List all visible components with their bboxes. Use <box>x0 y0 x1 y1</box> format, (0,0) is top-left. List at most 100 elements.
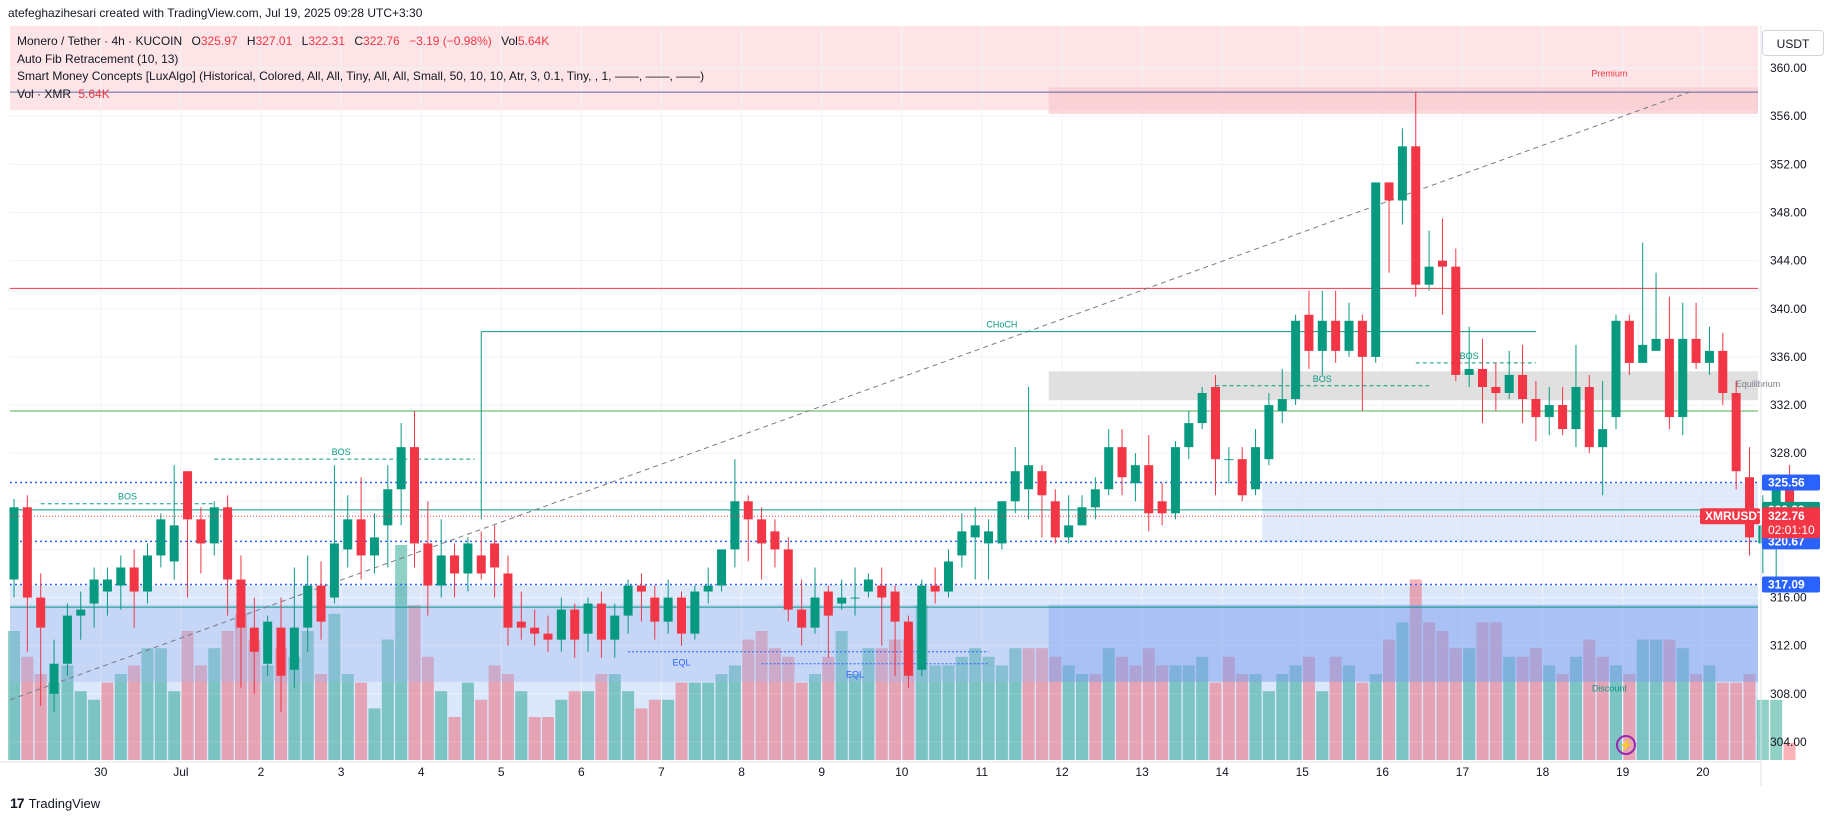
volume-bar <box>461 682 474 760</box>
volume-bar <box>702 682 715 760</box>
indicator-fib[interactable]: Auto Fib Retracement (10, 13) <box>17 51 179 66</box>
structure-label-1: BOS <box>332 447 351 457</box>
candle-body <box>530 627 540 634</box>
price-tick-label: 312.00 <box>1770 639 1807 653</box>
volume-bar <box>862 648 875 760</box>
time-tick-label: Jul <box>173 765 188 779</box>
candle-body <box>1104 447 1114 490</box>
candle-body <box>570 609 580 640</box>
zone-label-discount: Discount <box>1592 683 1628 693</box>
candle-body <box>650 597 660 622</box>
volume-bar <box>8 631 20 760</box>
candle-body <box>797 609 807 628</box>
price-tick-label: 332.00 <box>1770 398 1807 412</box>
volume-bar <box>1156 665 1169 760</box>
volume-bar <box>101 682 114 760</box>
time-tick-label: 8 <box>738 765 745 779</box>
volume-bar <box>368 708 381 760</box>
volume-bar <box>1743 674 1756 760</box>
time-tick-label: 2 <box>258 765 265 779</box>
candle-body <box>76 609 86 616</box>
candle-body <box>1424 266 1434 285</box>
symbol-name: Monero / Tether · 4h · KUCOIN <box>17 34 183 48</box>
candle-body <box>436 555 446 586</box>
candle-body <box>663 597 673 622</box>
time-tick-label: 7 <box>658 765 665 779</box>
low-label: L <box>301 34 309 48</box>
candle-body <box>1745 477 1754 538</box>
candle-body <box>1518 374 1528 400</box>
currency-button[interactable]: USDT <box>1762 30 1824 56</box>
candle-body <box>1117 447 1127 478</box>
last-price-symbol: XMRUSDT <box>1705 509 1765 523</box>
candle-body <box>1491 386 1501 393</box>
price-tick-label: 316.00 <box>1770 591 1807 605</box>
candle-body <box>36 597 46 628</box>
volume-bar <box>1543 665 1556 760</box>
candle-body <box>329 543 339 598</box>
low-value: 322.31 <box>308 34 346 48</box>
candle-body <box>396 447 406 490</box>
candle-body <box>1718 350 1728 393</box>
last-price-value: 322.76 <box>1768 509 1805 523</box>
candle-body <box>1090 489 1100 508</box>
candle-body <box>543 633 553 640</box>
volume-bar <box>1182 665 1195 760</box>
candle-body <box>1704 350 1714 363</box>
volume-bar <box>1329 656 1342 760</box>
volume-bar <box>488 665 501 760</box>
volume-bar <box>1556 674 1569 760</box>
candle-body <box>903 621 913 676</box>
candle-body <box>369 537 379 556</box>
volume-bar <box>969 648 982 760</box>
zone-discount_light-4 <box>1262 483 1758 543</box>
price-tick-label: 352.00 <box>1770 157 1807 171</box>
created-by-header: atefeghazihesari created with TradingVie… <box>8 6 422 20</box>
zone-equilibrium-2 <box>1048 371 1758 401</box>
tradingview-logo[interactable]: 17 TradingView <box>10 795 100 811</box>
symbol-legend-line[interactable]: Monero / Tether · 4h · KUCOIN O325.97 H3… <box>17 33 704 51</box>
volume-bar <box>88 699 101 760</box>
candle-body <box>957 531 967 556</box>
volume-bar <box>341 674 354 760</box>
candle-body <box>516 621 526 628</box>
volume-bar <box>1289 665 1302 760</box>
lightning-icon[interactable]: ⚡ <box>1616 735 1636 755</box>
structure-label-3: BOS <box>1313 374 1332 384</box>
candle-body <box>1211 386 1220 460</box>
candle-body <box>1571 386 1581 430</box>
indicator-volume[interactable]: Vol · XMR 5.64K <box>17 86 704 104</box>
time-tick-label: 13 <box>1135 765 1149 779</box>
time-tick-label: 17 <box>1456 765 1470 779</box>
volume-bar <box>1209 682 1222 760</box>
indicator-smc[interactable]: Smart Money Concepts [LuxAlgo] (Historic… <box>17 69 705 83</box>
volume-bar <box>21 656 34 760</box>
candle-body <box>917 585 927 670</box>
candle-body <box>1691 338 1701 363</box>
price-tags: 325.56323.29320.67317.09XMRUSDT322.7602:… <box>10 474 1820 593</box>
volume-bar <box>1356 682 1369 760</box>
volume-bar <box>475 699 488 760</box>
candle-body <box>610 615 620 640</box>
candle-body <box>1050 501 1060 538</box>
price-tick-label: 356.00 <box>1770 109 1807 123</box>
structure-label-6: EQL <box>846 670 864 680</box>
price-axis[interactable]: 304.00 308.00 312.00 316.00 328.00 332.00 336.… <box>1760 26 1807 786</box>
candle-body <box>383 489 393 526</box>
candle-body <box>837 597 847 604</box>
fib-trend-line <box>9 91 1690 701</box>
volume-bar <box>194 665 207 760</box>
volume-bar <box>381 639 394 760</box>
volume-bar <box>128 665 141 760</box>
volume-bar <box>1062 665 1075 760</box>
candle-body <box>1678 338 1688 418</box>
volume-bar <box>154 648 167 760</box>
time-axis[interactable]: 30 Jul 2 3 4 5 6 7 8 9 10 11 12 13 14 15 16 17 18 19 20 <box>0 761 1761 779</box>
close-value: 322.76 <box>363 34 400 48</box>
candlesticks <box>9 92 1795 712</box>
volume-bar <box>622 691 635 760</box>
candle-body <box>1384 182 1394 201</box>
candle-body <box>503 573 513 628</box>
price-tick-label: 308.00 <box>1770 687 1807 701</box>
